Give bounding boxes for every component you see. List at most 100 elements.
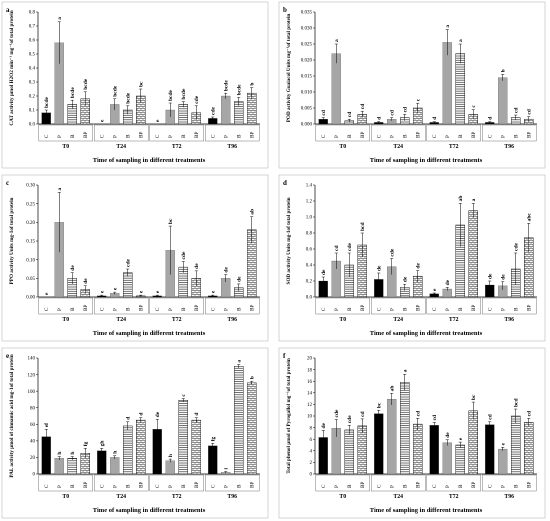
category-label: BP bbox=[83, 305, 89, 311]
group-label: T96 bbox=[227, 144, 237, 150]
bar-T0-P bbox=[331, 53, 341, 125]
category-label: BP bbox=[416, 305, 422, 311]
bar-T96-P bbox=[498, 448, 508, 475]
category-label: P bbox=[224, 135, 230, 138]
y-tick-label: 0.25 bbox=[26, 202, 35, 207]
significance-letter: cde bbox=[126, 259, 132, 268]
category-label: BP bbox=[527, 305, 533, 311]
y-tick-label: 0.10 bbox=[26, 258, 35, 263]
significance-letter: a bbox=[458, 39, 464, 42]
significance-letter: a bbox=[403, 369, 409, 372]
category-label: BP bbox=[194, 482, 200, 488]
significance-letter: cd bbox=[360, 411, 366, 417]
group-box bbox=[149, 474, 204, 492]
significance-letter: bc bbox=[139, 81, 145, 87]
group-box bbox=[38, 297, 93, 315]
category-label: P bbox=[224, 485, 230, 488]
significance-letter: bcd bbox=[514, 398, 520, 407]
bar-T72-BP bbox=[468, 210, 478, 298]
category-label: P bbox=[501, 485, 507, 488]
panel-letter: b bbox=[283, 6, 287, 14]
significance-letter: de bbox=[237, 276, 243, 282]
significance-letter: ef bbox=[44, 423, 50, 427]
category-label: B bbox=[514, 134, 520, 138]
significance-letter: bcd bbox=[360, 222, 366, 231]
panel-frame bbox=[278, 174, 546, 342]
category-label: BP bbox=[527, 132, 533, 138]
group-label: T72 bbox=[172, 494, 182, 500]
category-label: C bbox=[377, 134, 383, 138]
y-tick-label: 14 bbox=[307, 392, 313, 397]
y-tick-label: 20 bbox=[307, 357, 313, 362]
category-label: BP bbox=[416, 132, 422, 138]
significance-letter: a bbox=[237, 360, 243, 363]
category-label: BP bbox=[527, 482, 533, 488]
group-box bbox=[371, 297, 426, 315]
significance-letter: de bbox=[445, 279, 451, 285]
category-label: C bbox=[377, 484, 383, 488]
significance-letter: de bbox=[155, 411, 161, 417]
panel-letter: d bbox=[283, 179, 287, 187]
significance-letter: de bbox=[321, 422, 327, 428]
category-label: C bbox=[211, 307, 217, 311]
x-axis-label: Time of sampling in different treatments bbox=[93, 507, 206, 514]
significance-letter: de bbox=[321, 269, 327, 275]
category-label: C bbox=[377, 307, 383, 311]
category-label: C bbox=[155, 307, 161, 311]
significance-letter: de bbox=[403, 276, 409, 282]
significance-letter: cd bbox=[360, 104, 366, 110]
significance-letter: bcde bbox=[237, 84, 243, 96]
y-tick-label: 4 bbox=[310, 450, 313, 455]
bar-T72-BP bbox=[191, 419, 201, 475]
significance-letter: d bbox=[139, 413, 145, 416]
category-label: BP bbox=[250, 132, 256, 138]
x-axis-label: Time of sampling in different treatments bbox=[370, 157, 483, 164]
significance-letter: cde bbox=[211, 107, 217, 116]
category-label: B bbox=[126, 484, 132, 488]
significance-letter: cd bbox=[390, 110, 396, 116]
significance-letter: c bbox=[181, 394, 187, 397]
category-label: BP bbox=[360, 132, 366, 138]
y-tick-label: 1.0 bbox=[306, 216, 313, 221]
y-tick-label: 0.6 bbox=[29, 39, 36, 44]
significance-letter: bcde bbox=[83, 78, 89, 90]
category-label: P bbox=[445, 308, 451, 311]
significance-letter: e bbox=[44, 292, 50, 295]
significance-letter: a bbox=[57, 187, 63, 190]
bar-T96-P bbox=[498, 77, 508, 125]
y-tick-label: 0.20 bbox=[26, 221, 35, 226]
significance-letter: a bbox=[57, 17, 63, 20]
group-box bbox=[94, 124, 149, 142]
group-label: T96 bbox=[504, 494, 514, 500]
significance-letter: bcde bbox=[44, 96, 50, 108]
category-label: BP bbox=[250, 305, 256, 311]
category-label: B bbox=[70, 134, 76, 138]
category-label: C bbox=[488, 134, 494, 138]
significance-letter: cd bbox=[403, 107, 409, 113]
significance-letter: d bbox=[488, 117, 494, 120]
significance-letter: fg bbox=[211, 437, 217, 442]
group-box bbox=[482, 124, 537, 142]
significance-letter: e bbox=[211, 290, 217, 293]
significance-letter: e bbox=[100, 290, 106, 293]
group-box bbox=[482, 297, 537, 315]
significance-letter: de bbox=[377, 265, 383, 271]
significance-letter: fg bbox=[83, 441, 89, 446]
group-label: T24 bbox=[116, 317, 126, 323]
category-label: P bbox=[334, 135, 340, 138]
category-label: C bbox=[321, 134, 327, 138]
panel-letter: c bbox=[6, 179, 9, 187]
category-label: BP bbox=[250, 482, 256, 488]
significance-letter: bcde bbox=[70, 87, 76, 99]
group-label: T0 bbox=[62, 144, 69, 150]
significance-letter: cde bbox=[334, 409, 340, 418]
y-tick-label: 0.000 bbox=[301, 123, 313, 128]
